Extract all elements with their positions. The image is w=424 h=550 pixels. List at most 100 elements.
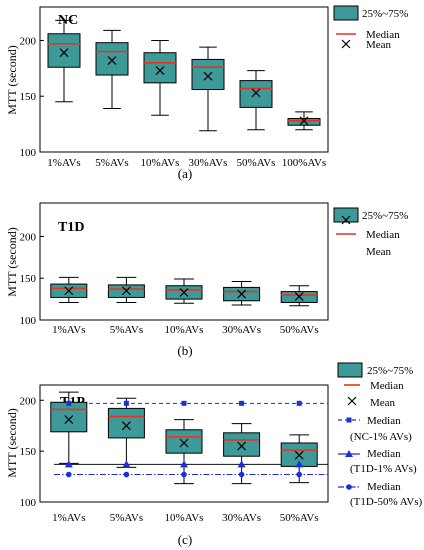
iqr-box <box>287 118 321 126</box>
legend-label-ref-nc: Median <box>367 415 401 427</box>
mean-marker <box>294 450 304 460</box>
legend-label-mean: Mean <box>370 397 396 409</box>
x-tick-label: 10%AVs <box>165 324 204 336</box>
legend-label-iqr: 25%~75% <box>362 210 408 222</box>
mean-marker <box>251 88 261 98</box>
reference-marker-circle <box>296 471 303 478</box>
x-tick-label: 50%AVs <box>280 512 319 524</box>
mean-marker <box>64 286 74 296</box>
legend-label-ref-t1d1-sub: (T1D-1% AVs) <box>350 463 417 475</box>
mean-marker <box>237 441 247 451</box>
y-tick-label: 100 <box>20 497 37 509</box>
legend-label-ref-t1d50-sub: (T1D-50% AVs) <box>350 496 423 508</box>
legend-mean-marker <box>341 39 351 49</box>
legend: 25%~75% Median Mean Median (NC-1% AVs) M… <box>337 362 423 508</box>
iqr-box <box>47 33 81 68</box>
legend-swatch-iqr <box>333 207 359 223</box>
y-tick-label: 100 <box>20 147 37 159</box>
x-tick-label: 10%AVs <box>141 157 180 169</box>
y-axis-label: MTT (second) <box>5 45 19 114</box>
reference-marker-triangle <box>122 460 131 468</box>
reference-marker-triangle <box>295 460 304 468</box>
mean-marker-stroke <box>155 66 165 76</box>
reference-marker-triangle <box>237 460 246 468</box>
plot-frame <box>39 6 329 153</box>
mean-marker <box>155 66 165 76</box>
x-tick-label: 10%AVs <box>165 512 204 524</box>
plot-frame <box>39 384 329 503</box>
mean-marker-stroke <box>299 116 309 126</box>
reference-marker-circle <box>181 471 187 478</box>
mean-marker <box>203 71 213 81</box>
y-tick-label: 150 <box>20 91 37 103</box>
legend-swatch-iqr <box>333 5 359 21</box>
x-tick-label: 100%AVs <box>282 157 326 169</box>
boxes <box>50 276 318 307</box>
mean-marker-stroke <box>64 415 74 425</box>
legend-label-mean: Mean <box>366 39 392 51</box>
legend-ref-t1d50-marker <box>346 484 352 490</box>
mean-marker-stroke <box>237 441 247 451</box>
iqr-box <box>223 432 261 457</box>
panel-label: (b) <box>177 343 192 358</box>
legend-label-ref-t1d1: Median <box>367 448 401 460</box>
y-axis-label: MTT (second) <box>5 227 19 296</box>
mean-marker-stroke <box>237 289 247 299</box>
y-ticks: 100 150 200 <box>20 231 44 327</box>
y-ticks: 100 150 200 <box>20 35 44 159</box>
y-ticks: 100 150 200 <box>20 395 44 509</box>
reference-markers <box>64 400 304 478</box>
plot-frame <box>39 202 329 321</box>
legend-mean-marker <box>347 396 357 406</box>
mean-marker <box>237 289 247 299</box>
y-axis-label: MTT (second) <box>5 408 19 477</box>
iqr-box <box>143 52 177 84</box>
legend-label-iqr: 25%~75% <box>362 8 408 20</box>
mean-marker <box>299 116 309 126</box>
reference-marker-square <box>296 400 302 406</box>
reference-marker-circle <box>238 471 245 478</box>
panel-label: (a) <box>178 166 192 181</box>
x-tick-label: 1%AVs <box>52 512 85 524</box>
x-tick-label: 50%AVs <box>280 324 319 336</box>
y-tick-label: 150 <box>20 273 37 285</box>
legend-ref-t1d1-marker <box>345 450 353 457</box>
mean-marker-stroke <box>294 450 304 460</box>
mean-marker <box>179 287 189 297</box>
legend-label-median: Median <box>370 380 404 392</box>
iqr-box <box>239 80 273 108</box>
x-tick-label: 30%AVs <box>222 324 261 336</box>
y-tick-label: 200 <box>20 395 37 407</box>
x-tick-label: 30%AVs <box>189 157 228 169</box>
x-tick-label: 1%AVs <box>47 157 80 169</box>
x-tick-label: 5%AVs <box>110 324 143 336</box>
y-tick-label: 150 <box>20 446 37 458</box>
legend-label-median: Median <box>366 229 400 241</box>
mean-marker-stroke <box>64 286 74 296</box>
y-tick-label: 200 <box>20 35 37 47</box>
x-tick-label: 5%AVs <box>110 512 143 524</box>
panel-t1d: T1D MTT (second) (b) 100 150 200 1%AVs 5%AV… <box>5 202 408 358</box>
mean-marker-stroke <box>121 421 131 431</box>
mean-marker <box>294 292 304 302</box>
legend-ref-nc-marker <box>346 417 352 423</box>
x-tick-label: 50%AVs <box>237 157 276 169</box>
reference-marker-square <box>66 400 72 406</box>
reference-marker-square <box>239 400 245 406</box>
mean-marker <box>64 415 74 425</box>
x-tick-labels: 1%AVs 5%AVs 10%AVs 30%AVs 50%AVs <box>52 324 319 336</box>
reference-marker-circle <box>66 471 72 478</box>
y-tick-label: 200 <box>20 231 37 243</box>
iqr-box <box>107 407 145 439</box>
mean-marker-stroke <box>294 292 304 302</box>
iqr-box <box>191 58 225 91</box>
legend-label-iqr: 25%~75% <box>367 365 413 377</box>
panel-label: (c) <box>178 532 192 547</box>
mean-marker <box>59 48 69 58</box>
legend-swatch-iqr <box>337 362 363 378</box>
mean-marker-stroke <box>179 438 189 448</box>
legend: 25%~75% Median Mean <box>333 5 408 51</box>
reference-marker-triangle <box>180 460 188 468</box>
